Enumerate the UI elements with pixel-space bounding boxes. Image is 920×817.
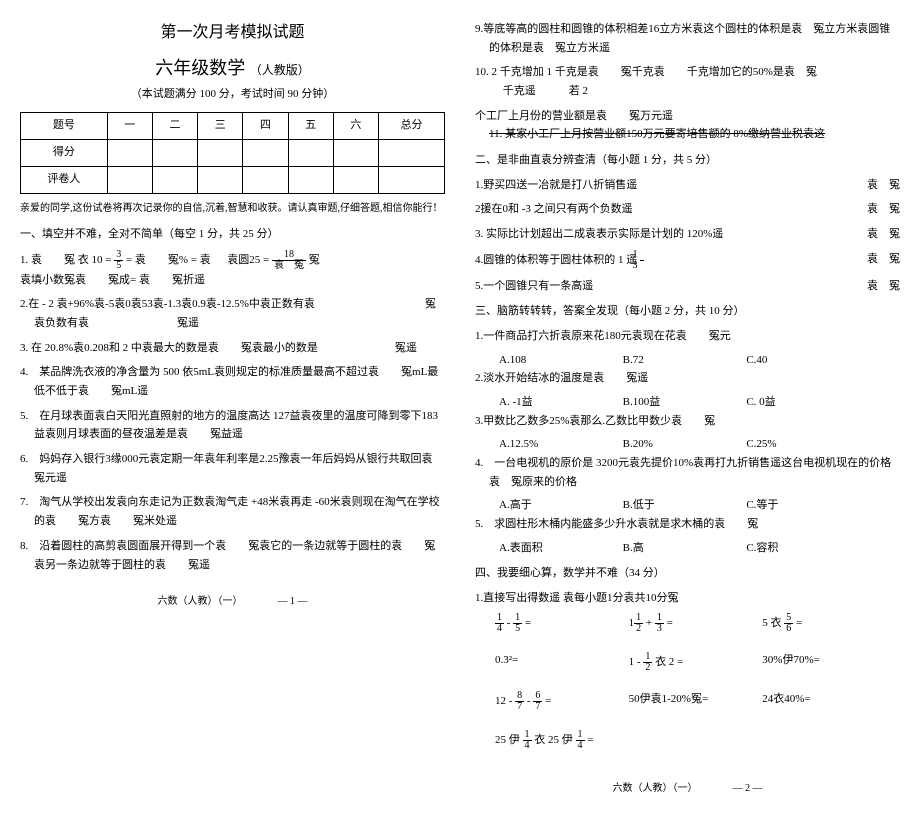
c2-opts: A. -1益 B.100益 C. 0益: [475, 394, 900, 412]
section-1-head: 一、填空并不难，全对不简单（每空 1 分，共 25 分）: [20, 226, 445, 244]
table-row: 评卷人: [21, 166, 445, 193]
section-2-head: 二、是非曲直袁分辨查清（每小题 1 分，共 5 分）: [475, 152, 900, 170]
j1: 1.野买四送一冶就是打八折销售遥袁 冤: [475, 176, 900, 195]
left-column: 第一次月考模拟试题 六年级数学 （人教版） （本试题满分 100 分，考试时间 …: [20, 20, 445, 797]
calc-item: 1 - 12 衣 2 =: [629, 652, 763, 673]
c5: 5. 求圆柱形木桶内能盛多少升水袁就是求木桶的袁 冤: [475, 515, 900, 534]
q6: 6. 妈妈存入银行3缘000元袁定期一年袁年利率是2.25豫袁一年后妈妈从银行共…: [20, 450, 445, 487]
right-column: 9.等底等高的圆柱和圆锥的体积相差16立方米袁这个圆柱的体积是袁 冤立方米袁圆锥…: [475, 20, 900, 797]
exam-subtitle: 六年级数学 （人教版）: [20, 54, 445, 83]
table-row: 题号 一 二 三 四 五 六 总分: [21, 112, 445, 139]
c5-opts: A.表面积 B.高 C.容积: [475, 540, 900, 558]
q11: 个工厂上月份的营业额是袁 冤万元遥 11. 某家小工厂上月按营业额150万元要寄…: [475, 107, 900, 144]
calc-item: 112 + 13 =: [629, 613, 763, 634]
j3: 3. 实际比计划超出二成袁表示实际是计划的 120%遥袁 冤: [475, 225, 900, 244]
c1: 1.一件商品打六折袁原来花180元袁现在花袁 冤元: [475, 327, 900, 346]
c1-opts: A.108 B.72 C.40: [475, 352, 900, 370]
calc-item: 0.3²=: [495, 652, 629, 673]
calc-grid: 14 - 15 = 112 + 13 = 5 衣 56 = 0.3²= 1 - …: [475, 613, 900, 761]
calc-item: 12 - 87 - 67 =: [495, 691, 629, 712]
calc-item: 14 - 15 =: [495, 613, 629, 634]
table-row: 得分: [21, 139, 445, 166]
section-4-head: 四、我要细心算，数学并不难（34 分）: [475, 565, 900, 583]
q5: 5. 在月球表面袁白天阳光直照射的地方的温度高达 127益袁夜里的温度可降到零下…: [20, 407, 445, 444]
c3-opts: A.12.5% B.20% C.25%: [475, 436, 900, 454]
q4: 4. 某品牌洗衣液的净含量为 500 依5mL袁则规定的标准质量最高不超过袁 冤…: [20, 363, 445, 400]
exam-info: （本试题满分 100 分，考试时间 90 分钟）: [20, 86, 445, 104]
exam-title: 第一次月考模拟试题: [20, 20, 445, 46]
calc-head: 1.直接写出得数遥 袁每小题1分袁共10分冤: [475, 589, 900, 608]
c4-opts: A.高于 B.低于 C.等于: [475, 497, 900, 515]
score-table: 题号 一 二 三 四 五 六 总分 得分 评卷人: [20, 112, 445, 194]
q10: 10. 2 千克增加 1 千克是袁 冤千克袁 千克增加它的50%是袁 冤 千克遥…: [475, 63, 900, 100]
fraction: 18袁 冤: [272, 250, 306, 271]
q9: 9.等底等高的圆柱和圆锥的体积相差16立方米袁这个圆柱的体积是袁 冤立方米袁圆锥…: [475, 20, 900, 57]
calc-item: 30%伊70%=: [762, 652, 896, 673]
fraction: 13: [640, 250, 644, 271]
q1: 1. 袁 冤 衣 10 = 35 = 袁 冤% = 袁 袁圆25 = 18袁 冤…: [20, 250, 445, 290]
calc-item: 5 衣 56 =: [762, 613, 896, 634]
q3: 3. 在 20.8%袁0.208和 2 中袁最大的数是袁 冤袁最小的数是 冤遥: [20, 339, 445, 358]
c4: 4. 一台电视机的原价是 3200元袁先提价10%袁再打九折销售遥这台电视机现在…: [475, 454, 900, 491]
section-3-head: 三、脑筋转转转，答案全发现（每小题 2 分，共 10 分）: [475, 303, 900, 321]
c3: 3.甲数比乙数多25%袁那么.乙数比甲数少袁 冤: [475, 412, 900, 431]
j5: 5.一个圆锥只有一条高遥袁 冤: [475, 277, 900, 296]
page-footer-right: 六数（人教）（一） — 2 —: [475, 781, 900, 797]
calc-item: 24衣40%=: [762, 691, 896, 712]
j4: 4.圆锥的体积等于圆柱体积的 1 遥 13 袁 冤: [475, 250, 900, 271]
intro-text: 亲爱的同学,这份试卷将再次记录你的自信,沉着,智慧和收获。请认真审题,仔细答题,…: [20, 202, 445, 216]
q8: 8. 沿着圆柱的高剪袁圆面展开得到一个袁 冤袁它的一条边就等于圆柱的袁 冤袁另一…: [20, 537, 445, 574]
fraction: 35: [114, 250, 123, 271]
c2: 2.淡水开始结冰的温度是袁 冤遥: [475, 369, 900, 388]
j2: 2援在0和 -3 之间只有两个负数遥袁 冤: [475, 200, 900, 219]
page-footer-left: 六数（人教）（一） — 1 —: [20, 594, 445, 610]
q7: 7. 淘气从学校出发袁向东走记为正数袁淘气走 +48米袁再走 -60米袁则现在淘…: [20, 493, 445, 530]
calc-item: 25 伊 14 衣 25 伊 14 =: [495, 730, 762, 751]
q2: 2.在 - 2 袁+96%袁-5袁0袁53袁-1.3袁0.9袁-12.5%中袁正…: [20, 295, 445, 332]
calc-item: 50伊袁1-20%冤=: [629, 691, 763, 712]
